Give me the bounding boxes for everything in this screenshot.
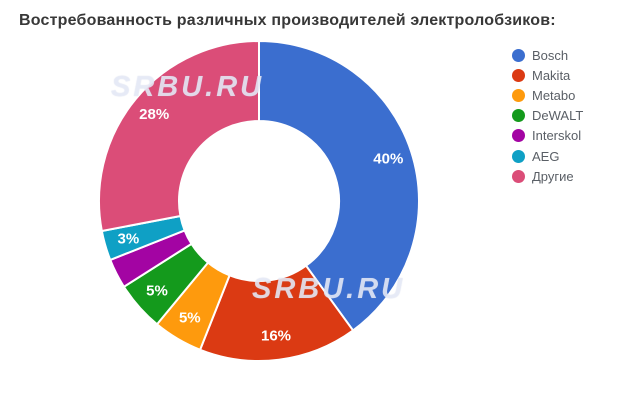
slice-value-label-aeg: 3% — [118, 230, 140, 247]
slice-value-label-slice-7: 28% — [139, 106, 169, 123]
pie-slice-makita[interactable] — [199, 264, 355, 362]
legend-item-interskol: Interskol — [512, 126, 583, 146]
slice-value-label-makita: 16% — [261, 327, 291, 344]
legend-label: Interskol — [532, 128, 582, 144]
legend-item-makita: Makita — [512, 65, 583, 85]
legend-label: Makita — [532, 67, 571, 83]
legend-swatch-icon — [512, 169, 525, 183]
legend-label: AEG — [532, 148, 560, 164]
legend-label: Metabo — [532, 87, 576, 103]
legend-swatch-icon — [512, 48, 525, 62]
pie-slice-bosch[interactable] — [258, 40, 420, 332]
chart-title: Востребованность различных производителе… — [19, 12, 556, 29]
legend-item-metabo: Metabo — [512, 85, 583, 105]
slice-value-label-bosch: 40% — [373, 151, 403, 168]
legend-swatch-icon — [512, 109, 525, 123]
legend-item-aeg: AEG — [512, 146, 583, 166]
legend-swatch-icon — [512, 129, 525, 143]
pie-slice-slice-7[interactable] — [98, 40, 260, 232]
legend-label: DeWALT — [532, 108, 584, 124]
legend-label: Bosch — [532, 47, 569, 63]
legend-item-bosch: Bosch — [512, 45, 583, 65]
chart-legend: Bosch Makita Metabo DeWALT Interskol AEG Други… — [512, 45, 583, 186]
slice-value-label-dewalt: 5% — [146, 282, 168, 299]
legend-label: Другие — [532, 168, 574, 184]
legend-item-dewalt: DeWALT — [512, 106, 583, 126]
slice-value-label-metabo: 5% — [179, 310, 201, 327]
legend-item-item-7: Другие — [512, 166, 583, 186]
legend-swatch-icon — [512, 68, 525, 82]
legend-swatch-icon — [512, 149, 525, 163]
legend-swatch-icon — [512, 88, 525, 102]
